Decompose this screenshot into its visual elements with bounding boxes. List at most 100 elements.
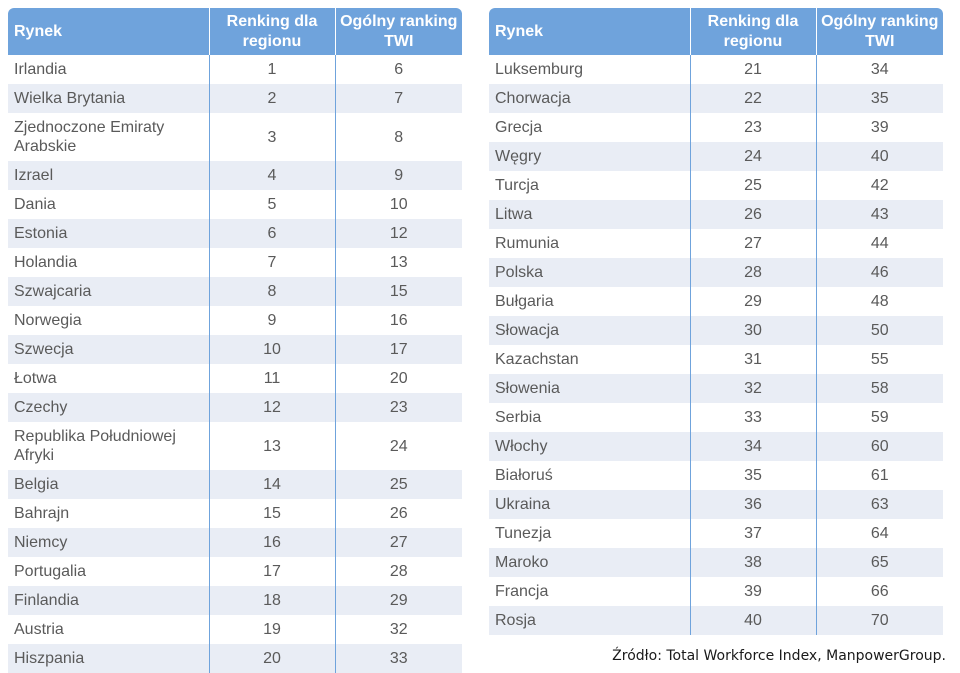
market-cell: Finlandia (8, 586, 209, 615)
twi-rank-cell: 70 (815, 606, 943, 635)
market-cell: Hiszpania (8, 644, 209, 673)
region-rank-cell: 27 (689, 229, 816, 258)
twi-rank-cell: 7 (334, 84, 462, 113)
region-rank-cell: 20 (208, 644, 335, 673)
table-row: Bułgaria 29 48 (489, 287, 943, 316)
market-cell: Litwa (489, 200, 690, 229)
table-row: Maroko 38 65 (489, 548, 943, 577)
header-market: Rynek (489, 8, 690, 55)
table-row: Grecja 23 39 (489, 113, 943, 142)
region-rank-cell: 3 (208, 113, 335, 161)
twi-rank-cell: 28 (334, 557, 462, 586)
region-rank-cell: 31 (689, 345, 816, 374)
twi-rank-cell: 65 (815, 548, 943, 577)
table-row: Austria 19 32 (8, 615, 462, 644)
market-cell: Kazachstan (495, 351, 579, 368)
market-cell: Belgia (8, 470, 209, 499)
market-cell: Grecja (495, 119, 543, 136)
market-cell: Francja (495, 583, 549, 600)
twi-rank-cell: 43 (815, 200, 943, 229)
table-row: Szwecja 10 17 (8, 335, 462, 364)
twi-rank-cell: 48 (815, 287, 943, 316)
market-cell: Słowenia (489, 374, 690, 403)
table-row: Niemcy 16 27 (8, 528, 462, 557)
twi-rank-cell: 60 (815, 432, 943, 461)
market-cell: Wielka Brytania (8, 84, 209, 113)
twi-rank-cell: 35 (815, 84, 943, 113)
market-cell: Ukraina (489, 490, 690, 519)
twi-rank-cell: 23 (334, 393, 462, 422)
region-rank-cell: 30 (689, 316, 816, 345)
table-row: Francja 39 66 (489, 577, 943, 606)
region-rank-cell: 40 (689, 606, 816, 635)
twi-rank-cell: 40 (815, 142, 943, 171)
region-rank-cell: 11 (208, 364, 335, 393)
twi-rank-cell: 26 (334, 499, 462, 528)
header-region-rank: Renking dla regionu (208, 8, 335, 55)
header-twi-rank: Ogólny ranking TWI (815, 8, 943, 55)
market-cell: Białoruś (495, 467, 553, 484)
twi-rank-cell: 9 (334, 161, 462, 190)
ranking-table-right: Rynek Renking dla regionu Ogólny ranking… (489, 8, 943, 635)
region-rank-cell: 4 (208, 161, 335, 190)
twi-rank-cell: 12 (334, 219, 462, 248)
table-row: Holandia 7 13 (8, 248, 462, 277)
market-cell: Czechy (8, 393, 209, 422)
market-cell: Szwecja (8, 335, 209, 364)
region-rank-cell: 12 (208, 393, 335, 422)
twi-rank-cell: 34 (815, 55, 943, 84)
header-region-rank: Renking dla regionu (689, 8, 816, 55)
region-rank-cell: 13 (208, 422, 335, 470)
market-cell: Luksemburg (495, 61, 584, 78)
ranking-table-left: Rynek Renking dla regionu Ogólny ranking… (8, 8, 462, 673)
region-rank-cell: 26 (689, 200, 816, 229)
market-cell: Serbia (495, 409, 542, 426)
table-row: Zjednoczone Emiraty Arabskie 3 8 (8, 113, 462, 161)
region-rank-cell: 1 (208, 55, 335, 84)
region-rank-cell: 7 (208, 248, 335, 277)
table-row: Republika Południowej Afryki 13 24 (8, 422, 462, 470)
market-cell: Turcja (495, 177, 539, 194)
table-row: Czechy 12 23 (8, 393, 462, 422)
twi-rank-cell: 58 (815, 374, 943, 403)
region-rank-cell: 2 (208, 84, 335, 113)
market-cell: Słowacja (489, 316, 690, 345)
market-cell: Estonia (8, 219, 209, 248)
table-row: Turcja 25 42 (489, 171, 943, 200)
market-cell: Austria (14, 621, 64, 638)
header-twi-rank: Ogólny ranking TWI (334, 8, 462, 55)
region-rank-cell: 17 (208, 557, 335, 586)
twi-rank-cell: 15 (334, 277, 462, 306)
region-rank-cell: 28 (689, 258, 816, 287)
table-row: Litwa 26 43 (489, 200, 943, 229)
market-cell: Bułgaria (495, 293, 554, 310)
table-row: Szwajcaria 8 15 (8, 277, 462, 306)
region-rank-cell: 29 (689, 287, 816, 316)
table-row: Luksemburg 21 34 (489, 55, 943, 84)
region-rank-cell: 9 (208, 306, 335, 335)
market-cell: Zjednoczone Emiraty Arabskie (14, 119, 165, 155)
twi-rank-cell: 29 (334, 586, 462, 615)
twi-rank-cell: 17 (334, 335, 462, 364)
market-cell: Włochy (489, 432, 690, 461)
region-rank-cell: 24 (689, 142, 816, 171)
region-rank-cell: 8 (208, 277, 335, 306)
twi-rank-cell: 33 (334, 644, 462, 673)
region-rank-cell: 5 (208, 190, 335, 219)
twi-rank-cell: 32 (334, 615, 462, 644)
region-rank-cell: 18 (208, 586, 335, 615)
twi-rank-cell: 50 (815, 316, 943, 345)
region-rank-cell: 25 (689, 171, 816, 200)
twi-rank-cell: 16 (334, 306, 462, 335)
table-row: Hiszpania 20 33 (8, 644, 462, 673)
region-rank-cell: 35 (689, 461, 816, 490)
market-cell: Norwegia (14, 312, 82, 329)
table-row: Słowenia 32 58 (489, 374, 943, 403)
region-rank-cell: 34 (689, 432, 816, 461)
table-header-row: Rynek Renking dla regionu Ogólny ranking… (489, 8, 943, 55)
region-rank-cell: 16 (208, 528, 335, 557)
table-row: Tunezja 37 64 (489, 519, 943, 548)
twi-rank-cell: 6 (334, 55, 462, 84)
twi-rank-cell: 44 (815, 229, 943, 258)
table-row: Portugalia 17 28 (8, 557, 462, 586)
